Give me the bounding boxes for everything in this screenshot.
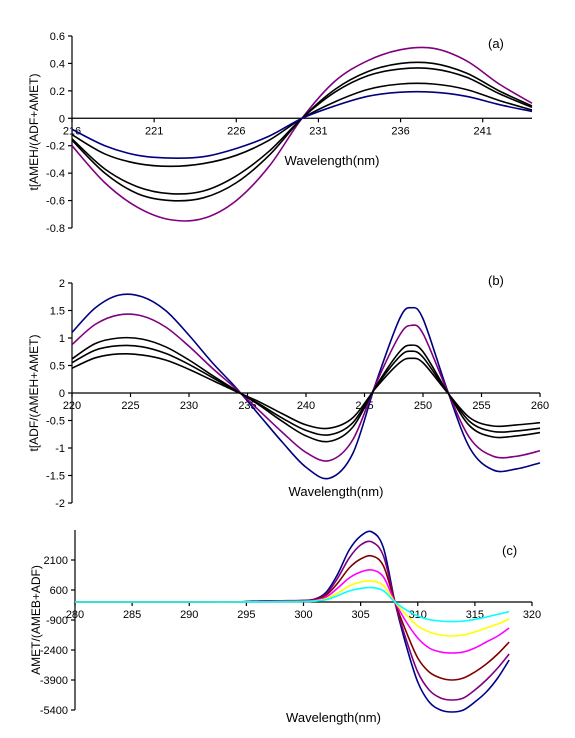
y-tick-label: -0.2 bbox=[46, 141, 65, 153]
x-axis-title: Wavelength(nm) bbox=[285, 153, 380, 168]
panel-label: (a) bbox=[488, 36, 504, 51]
x-tick-label: 250 bbox=[414, 400, 432, 412]
y-tick-label: -900 bbox=[46, 615, 68, 627]
series-line-2 bbox=[71, 313, 541, 462]
x-tick-label: 230 bbox=[180, 400, 198, 412]
series-line-2 bbox=[71, 61, 533, 202]
x-tick-label: 290 bbox=[180, 609, 198, 621]
y-tick-label: 0.6 bbox=[50, 31, 65, 43]
x-tick-label: 295 bbox=[237, 609, 255, 621]
series-line-3 bbox=[71, 336, 541, 443]
y-tick-label: -1.5 bbox=[46, 471, 65, 483]
x-tick-label: 241 bbox=[474, 125, 492, 137]
series-line-3 bbox=[71, 67, 533, 195]
x-tick-label: 300 bbox=[294, 609, 312, 621]
y-tick-label: 2100 bbox=[44, 555, 68, 567]
x-tick-label: 225 bbox=[121, 400, 139, 412]
y-tick-label: -5400 bbox=[40, 705, 68, 717]
y-tick-label: 0.5 bbox=[50, 361, 65, 373]
y-tick-label: 2 bbox=[59, 278, 65, 290]
y-tick-label: 1.5 bbox=[50, 306, 65, 318]
y-tick-label: -2 bbox=[55, 498, 65, 510]
x-axis-title: Wavelength(nm) bbox=[286, 710, 381, 725]
series-line-4 bbox=[71, 344, 541, 436]
y-axis-title: t[ADF/(AMEH+AMET) bbox=[27, 334, 41, 451]
x-axis-title: Wavelength(nm) bbox=[289, 484, 384, 499]
y-tick-label: -0.8 bbox=[46, 223, 65, 235]
y-tick-label: -0.4 bbox=[46, 168, 65, 180]
y-tick-label: -3900 bbox=[40, 675, 68, 687]
y-tick-label: -0.6 bbox=[46, 196, 65, 208]
y-tick-label: -2400 bbox=[40, 645, 68, 657]
series-line-1 bbox=[71, 293, 541, 480]
x-tick-label: 216 bbox=[63, 125, 81, 137]
panel-label: (c) bbox=[502, 543, 517, 558]
y-tick-label: 600 bbox=[50, 585, 68, 597]
x-tick-label: 240 bbox=[297, 400, 315, 412]
x-tick-label: 305 bbox=[351, 609, 369, 621]
series-line-5 bbox=[71, 90, 533, 159]
x-tick-label: 231 bbox=[309, 125, 327, 137]
chart-panel-1: -0.8 -0.6 -0.4 -0.2 0 0.2 0.4 0.6 216 221 226 231 23… bbox=[27, 31, 533, 235]
x-tick-label: 236 bbox=[391, 125, 409, 137]
x-tick-label: 255 bbox=[472, 400, 490, 412]
series-line-5 bbox=[71, 352, 541, 430]
x-tick-label: 280 bbox=[66, 609, 84, 621]
x-tick-label: 285 bbox=[123, 609, 141, 621]
y-tick-label: 0.4 bbox=[50, 58, 65, 70]
y-tick-label: 1 bbox=[59, 333, 65, 345]
y-tick-label: 0.2 bbox=[50, 86, 65, 98]
panel-label: (b) bbox=[488, 273, 504, 288]
series-line-6 bbox=[74, 586, 510, 623]
x-tick-label: 226 bbox=[227, 125, 245, 137]
y-axis-title: AMET/(AMEB+ADF) bbox=[29, 565, 43, 675]
y-tick-label: 0 bbox=[59, 113, 65, 125]
chart-panel-3: -5400 -3900 -2400 -900 600 2100 280 285 290 295 30… bbox=[29, 530, 541, 725]
x-tick-label: 320 bbox=[523, 609, 541, 621]
y-tick-label: -1 bbox=[55, 443, 65, 455]
y-tick-label: -0.5 bbox=[46, 416, 65, 428]
y-tick-label: 0 bbox=[59, 388, 65, 400]
x-tick-label: 221 bbox=[145, 125, 163, 137]
y-axis-title: t[AMEH/(ADF+AMET) bbox=[27, 73, 41, 190]
x-tick-label: 260 bbox=[531, 400, 549, 412]
x-tick-label: 220 bbox=[63, 400, 81, 412]
